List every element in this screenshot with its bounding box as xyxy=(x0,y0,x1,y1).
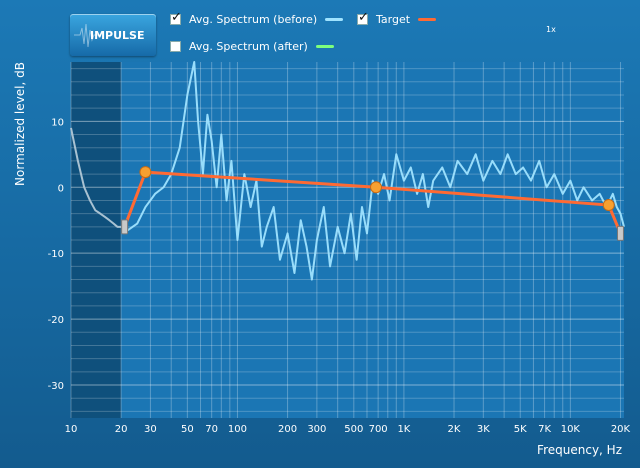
impulse-button-label: IMPULSE xyxy=(90,29,145,42)
x-tick-label: 10K xyxy=(561,424,581,435)
x-tick-label: 10 xyxy=(65,424,78,435)
x-tick-label: 5K xyxy=(514,424,527,435)
y-tick-label: -10 xyxy=(48,249,64,260)
legend-after-swatch xyxy=(315,45,334,48)
x-tick-label: 7K xyxy=(538,424,551,435)
range-start-handle[interactable] xyxy=(121,219,129,235)
legend-target-label: Target xyxy=(376,13,411,26)
impulse-button[interactable]: IMPULSE xyxy=(70,14,156,56)
target-handle[interactable] xyxy=(370,181,383,194)
excluded-region-shade xyxy=(71,62,122,418)
before-spectrum-lowband xyxy=(70,127,129,232)
x-tick-label: 50 xyxy=(181,424,194,435)
waveform-icon xyxy=(74,23,100,48)
x-tick-label: 100 xyxy=(228,424,247,435)
target-handles[interactable] xyxy=(121,166,624,241)
x-tick-label: 2K xyxy=(448,424,461,435)
y-tick-labels: 10 0 -10 -20 -30 xyxy=(48,117,64,392)
y-tick-label: 0 xyxy=(58,183,64,194)
target-handle[interactable] xyxy=(139,166,152,179)
legend-target[interactable]: ✓ Target xyxy=(357,10,437,26)
legend-before-swatch xyxy=(325,18,344,21)
legend-target-swatch xyxy=(418,18,437,21)
y-tick-label: -20 xyxy=(48,315,64,326)
x-tick-label: 20 xyxy=(115,424,128,435)
legend-before-label: Avg. Spectrum (before) xyxy=(189,13,318,26)
grid xyxy=(70,62,624,418)
target-handle[interactable] xyxy=(602,199,615,212)
x-tick-labels: 10 20 30 50 70 100 200 300 500 700 1K 2K 3K 5K 7K 10K 20… xyxy=(65,424,631,435)
checkmark-icon: ✓ xyxy=(358,10,369,25)
y-axis-title: Normalized level, dB xyxy=(13,62,27,186)
y-tick-label: -30 xyxy=(48,381,64,392)
before-spectrum-line xyxy=(120,61,625,281)
checkbox-before[interactable]: ✓ xyxy=(170,10,182,25)
x-tick-label: 300 xyxy=(307,424,326,435)
y-tick-label: 10 xyxy=(51,117,64,128)
excluded-low-frequency-region xyxy=(71,62,624,418)
checkbox-after[interactable] xyxy=(170,41,181,52)
x-axis-title: Frequency, Hz xyxy=(537,443,622,457)
x-tick-label: 500 xyxy=(344,424,363,435)
checkmark-icon: ✓ xyxy=(171,10,182,25)
x-tick-label: 700 xyxy=(369,424,388,435)
range-end-handle[interactable] xyxy=(616,225,624,241)
x-tick-label: 20K xyxy=(611,424,631,435)
x-tick-label: 1K xyxy=(397,424,410,435)
x-tick-label: 3K xyxy=(477,424,490,435)
checkbox-target[interactable]: ✓ xyxy=(357,10,369,25)
x-tick-label: 200 xyxy=(278,424,297,435)
legend-after-label: Avg. Spectrum (after) xyxy=(189,40,308,53)
x-tick-label: 70 xyxy=(205,424,218,435)
zoom-label[interactable]: 1x xyxy=(546,25,556,34)
legend-before[interactable]: ✓ Avg. Spectrum (before) xyxy=(170,10,344,26)
x-tick-label: 30 xyxy=(144,424,157,435)
legend-after[interactable]: Avg. Spectrum (after) xyxy=(170,40,334,53)
